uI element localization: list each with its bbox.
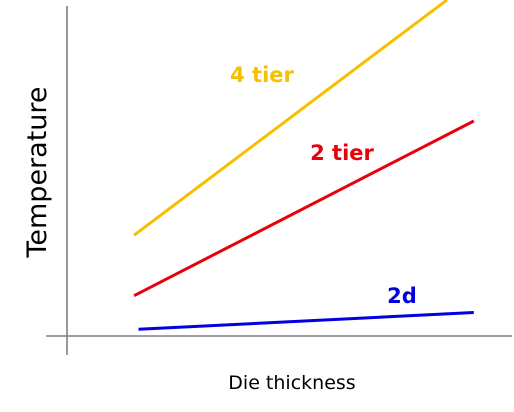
series-label-2d: 2d xyxy=(387,284,417,308)
x-axis-title: Die thickness xyxy=(228,372,355,394)
series-label-2-tier: 2 tier xyxy=(310,141,374,165)
series-line-4-tier xyxy=(133,0,448,237)
series-layer xyxy=(133,0,475,331)
series-label-4-tier: 4 tier xyxy=(230,63,294,87)
series-line-2-tier xyxy=(133,119,475,298)
y-axis-title: Temperature xyxy=(22,86,53,258)
series-label-layer: 4 tier 2 tier 2d xyxy=(230,63,417,308)
series-line-2d xyxy=(138,311,474,331)
